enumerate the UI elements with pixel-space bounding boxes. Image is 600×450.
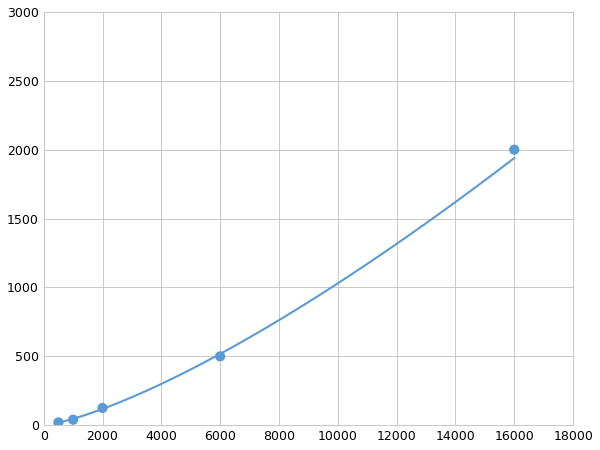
Point (53, 419, 63, 426)
Point (215, 353, 225, 360)
Point (509, 146, 519, 153)
Point (68, 416, 78, 423)
Point (98, 405, 107, 412)
